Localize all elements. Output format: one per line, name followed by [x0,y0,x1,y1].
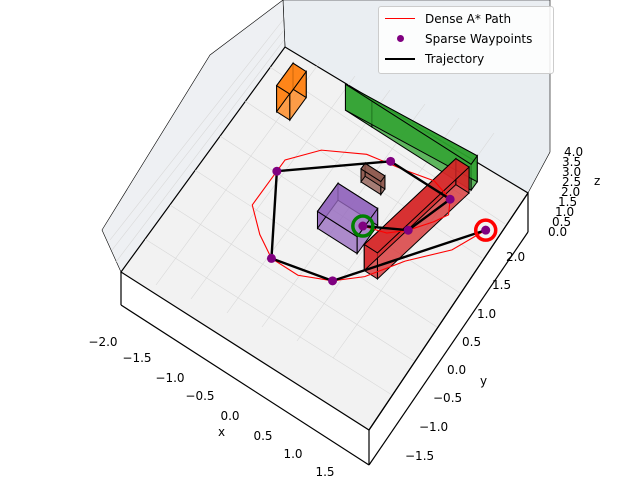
x-axis-label: x [218,425,225,439]
waypoint-1 [358,221,368,231]
z-tick-label: 3.5 [562,155,581,169]
z-tick-label: 0.5 [552,215,571,229]
legend-item-trajectory: Trajectory [379,50,484,68]
start-goal-markers [351,214,498,242]
x-tick-label: −2.0 [88,335,117,349]
legend-item-waypoints: Sparse Waypoints [379,30,532,48]
y-tick-label: −1.5 [405,449,434,463]
legend-swatch-trajectory [383,50,421,68]
waypoint-6 [266,253,276,263]
z-tick-label: 1.5 [558,195,577,209]
trajectory-line [270,160,487,283]
y-tick-label: −0.5 [433,391,462,405]
x-tick-label: 0.5 [253,429,272,443]
y-tick-labels: −1.5 −1.0 −0.5 0.0 0.5 1.0 1.5 2.0 [405,250,525,463]
y-tick-label: 0.5 [462,335,481,349]
waypoint-8 [481,225,491,235]
z-axis-label: z [594,174,600,188]
waypoint-5 [272,166,282,176]
x-tick-label: −1.0 [155,371,184,385]
x-tick-label: −1.5 [122,351,151,365]
obstacle-1 [275,61,307,122]
waypoint-2 [403,225,413,235]
legend: Dense A* Path Sparse Waypoints Trajector… [378,6,554,74]
z-tick-label: 2.5 [562,175,581,189]
legend-label-trajectory: Trajectory [425,52,485,66]
x-tick-label: 1.5 [315,465,334,479]
waypoint-series [266,156,491,286]
z-tick-label: 3.0 [562,165,581,179]
z-tick-labels: 0.00.51.01.52.02.53.03.54.0 [548,145,583,239]
start-marker [351,214,375,238]
x-tick-labels: −2.0 −1.5 −1.0−0.5 0.0 0.5 1.0 1.5 [88,335,334,479]
x-tick-label: −0.5 [185,389,214,403]
x-tick-label: 0.0 [220,409,239,423]
z-tick-label: 0.0 [548,225,567,239]
waypoint-4 [386,156,396,166]
y-tick-label: 2.0 [506,250,525,264]
dense-path-line [251,149,486,282]
y-tick-label: −1.0 [419,420,448,434]
y-axis-label: y [480,374,487,388]
obstacle-1-top [275,62,307,95]
goal-marker [473,218,498,242]
y-tick-label: 1.0 [477,307,496,321]
obstacle-5-top [360,162,386,183]
waypoint-7 [328,276,338,286]
dense-path-series [251,149,486,282]
trajectory-series [270,160,487,283]
z-tick-label: 1.0 [555,205,574,219]
waypoint-3 [445,194,455,204]
z-tick-label: 4.0 [564,145,583,159]
x-tick-label: 1.0 [283,447,302,461]
legend-label-dense-path: Dense A* Path [425,12,512,26]
y-tick-label: 1.5 [492,278,511,292]
legend-label-waypoints: Sparse Waypoints [425,32,533,46]
z-tick-label: 2.0 [561,185,580,199]
axes-box [120,192,529,466]
obstacle-5 [360,161,386,197]
obstacle-2-top [345,83,478,165]
y-tick-label: 0.0 [447,363,466,377]
legend-swatch-dense-path [383,10,421,28]
legend-item-dense-path: Dense A* Path [379,10,511,28]
legend-swatch-waypoints [383,30,421,48]
